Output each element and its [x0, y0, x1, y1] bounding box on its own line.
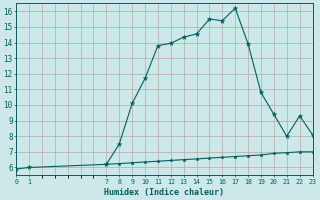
- X-axis label: Humidex (Indice chaleur): Humidex (Indice chaleur): [104, 188, 224, 197]
